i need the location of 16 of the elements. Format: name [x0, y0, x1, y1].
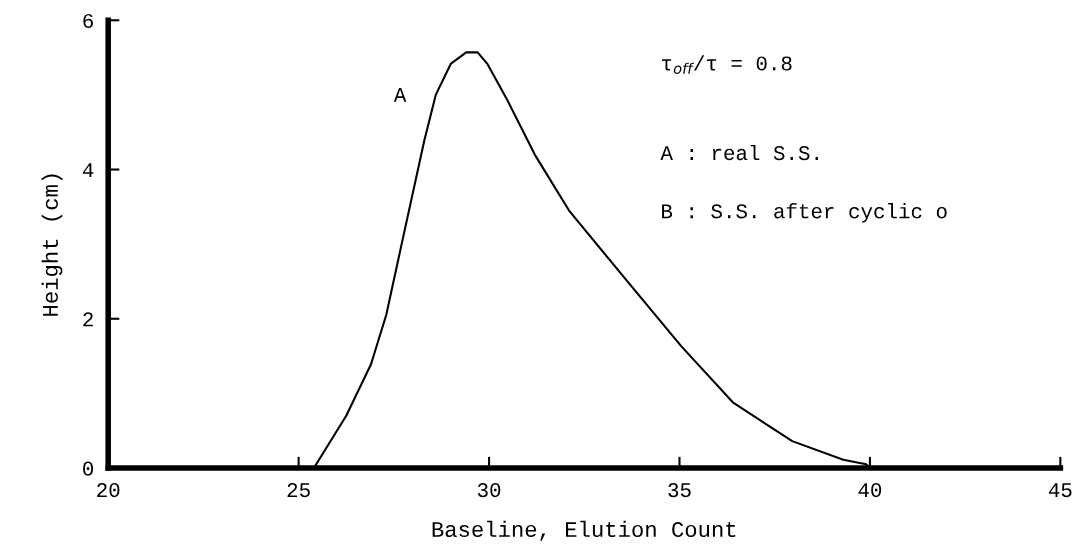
y-tick-label: 0 — [83, 461, 94, 476]
x-tick-label: 35 — [668, 483, 691, 498]
annotation: B : S.S. after cyclic o — [662, 203, 947, 223]
x-axis-title: Baseline, Elution Count — [432, 520, 736, 541]
annotation: A : real S.S. — [660, 144, 818, 161]
x-tick-label: 40 — [858, 483, 882, 498]
annotation: τ$_{off}$/τ = 0.8 — [661, 55, 792, 74]
x-tick-label: 30 — [477, 483, 501, 498]
y-tick-label: 4 — [82, 163, 94, 178]
y-tick-label: 6 — [83, 13, 93, 29]
y-tick-label: 2 — [83, 312, 93, 327]
annotation: A — [393, 88, 407, 102]
x-tick-label: 20 — [97, 483, 120, 498]
x-tick-label: 45 — [1048, 483, 1072, 498]
y-axis-title: Height (cm) — [41, 174, 63, 316]
x-tick-label: 25 — [287, 483, 310, 498]
